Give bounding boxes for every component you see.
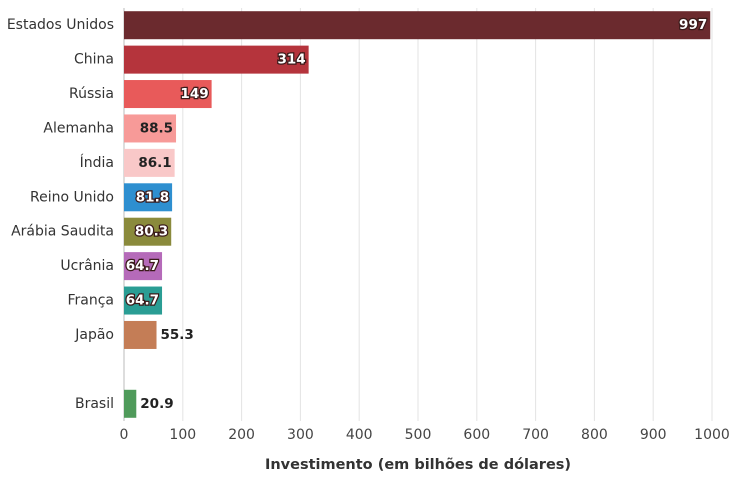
x-tick-label: 500 xyxy=(405,427,432,443)
x-tick-label: 800 xyxy=(581,427,608,443)
x-tick-label: 700 xyxy=(522,427,549,443)
value-label: 64.7 xyxy=(126,258,159,274)
bar xyxy=(124,148,175,177)
bar xyxy=(124,80,212,109)
value-label: 20.9 xyxy=(140,396,173,412)
x-tick-label: 400 xyxy=(346,427,373,443)
x-tick-label: 1000 xyxy=(694,427,730,443)
value-label: 64.7 xyxy=(126,293,159,309)
y-tick-label: China xyxy=(74,52,114,68)
value-label: 149 xyxy=(180,86,208,102)
y-tick-label: Estados Unidos xyxy=(7,17,114,33)
bar xyxy=(124,389,137,418)
value-label: 81.8 xyxy=(136,189,169,205)
x-tick-label: 200 xyxy=(228,427,255,443)
bar xyxy=(124,114,177,143)
bar xyxy=(124,252,163,281)
bar xyxy=(124,217,172,246)
y-tick-label: Índia xyxy=(80,154,114,171)
bar xyxy=(124,320,157,349)
value-label: 314 xyxy=(277,52,305,68)
value-label: 86.1 xyxy=(138,155,171,171)
x-tick-label: 100 xyxy=(169,427,196,443)
x-tick-label: 300 xyxy=(287,427,314,443)
x-tick-label: 600 xyxy=(463,427,490,443)
y-tick-label: Reino Unido xyxy=(30,189,114,205)
bar xyxy=(124,286,163,315)
y-tick-label: Arábia Saudita xyxy=(11,224,114,240)
value-label: 55.3 xyxy=(161,327,194,343)
y-tick-label: Alemanha xyxy=(43,120,114,136)
bar xyxy=(124,45,309,74)
y-tick-label: Rússia xyxy=(69,86,114,102)
x-tick-label: 900 xyxy=(640,427,667,443)
value-label: 80.3 xyxy=(135,224,168,240)
x-tick-label: 0 xyxy=(120,427,129,443)
y-tick-label: Brasil xyxy=(75,396,114,412)
value-label: 997 xyxy=(679,17,707,33)
y-tick-label: Ucrânia xyxy=(60,258,114,274)
x-axis-title: Investimento (em bilhões de dólares) xyxy=(265,457,571,473)
y-tick-label: França xyxy=(67,293,114,309)
value-label: 88.5 xyxy=(140,120,173,136)
y-tick-label: Japão xyxy=(74,327,114,343)
bar xyxy=(124,183,173,212)
bar xyxy=(124,11,711,40)
